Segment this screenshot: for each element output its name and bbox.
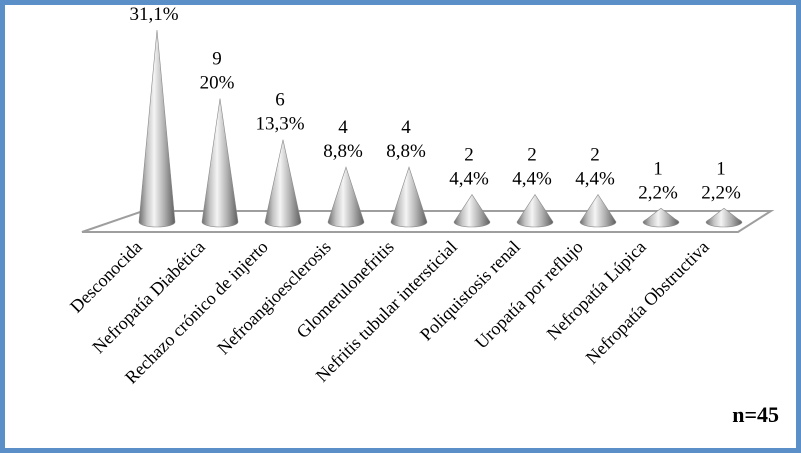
cone-bar bbox=[264, 139, 302, 228]
percent-label: 2,2% bbox=[638, 182, 678, 203]
cone-bar bbox=[390, 166, 428, 228]
value-label: 14 bbox=[145, 0, 165, 1]
cone-body bbox=[390, 166, 428, 228]
cone-bar bbox=[201, 98, 239, 228]
category-label: Uropatía por reflujo bbox=[471, 237, 587, 353]
value-label: 1 bbox=[716, 158, 726, 179]
category-label: Nefropatía Obstructiva bbox=[582, 237, 713, 368]
percent-label: 20% bbox=[200, 73, 235, 94]
percent-label: 13,3% bbox=[255, 114, 304, 135]
cone-body bbox=[138, 29, 176, 228]
cone-bar bbox=[138, 29, 176, 228]
category-label: Nefropatía Diabética bbox=[88, 237, 209, 358]
percent-label: 4,4% bbox=[575, 169, 615, 190]
cone-body bbox=[453, 194, 491, 228]
value-label: 6 bbox=[275, 90, 285, 111]
cone-body bbox=[516, 194, 554, 228]
cone-body bbox=[264, 139, 302, 228]
cone-body bbox=[579, 194, 617, 228]
cone-body bbox=[201, 98, 239, 228]
cone-body bbox=[705, 207, 743, 228]
percent-label: 2,2% bbox=[701, 182, 741, 203]
cone-bar bbox=[579, 194, 617, 228]
percent-label: 8,8% bbox=[323, 141, 363, 162]
cone-bar bbox=[705, 207, 743, 228]
sample-size-note: n=45 bbox=[732, 402, 779, 427]
percent-label: 31,1% bbox=[129, 4, 178, 25]
value-label: 4 bbox=[401, 117, 411, 138]
cone-body bbox=[642, 207, 680, 228]
value-label: 2 bbox=[464, 145, 474, 166]
percent-label: 4,4% bbox=[512, 169, 552, 190]
value-label: 2 bbox=[590, 145, 600, 166]
cone-bar bbox=[327, 166, 365, 228]
cone-bar bbox=[516, 194, 554, 228]
value-label: 1 bbox=[653, 158, 663, 179]
value-label: 9 bbox=[212, 49, 222, 70]
percent-label: 4,4% bbox=[449, 169, 489, 190]
cone-body bbox=[327, 166, 365, 228]
cone-bar bbox=[453, 194, 491, 228]
percent-label: 8,8% bbox=[386, 141, 426, 162]
cone-bar bbox=[642, 207, 680, 228]
value-label: 2 bbox=[527, 145, 537, 166]
category-label: Nefroangioesclerosis bbox=[213, 237, 335, 359]
value-label: 4 bbox=[338, 117, 348, 138]
